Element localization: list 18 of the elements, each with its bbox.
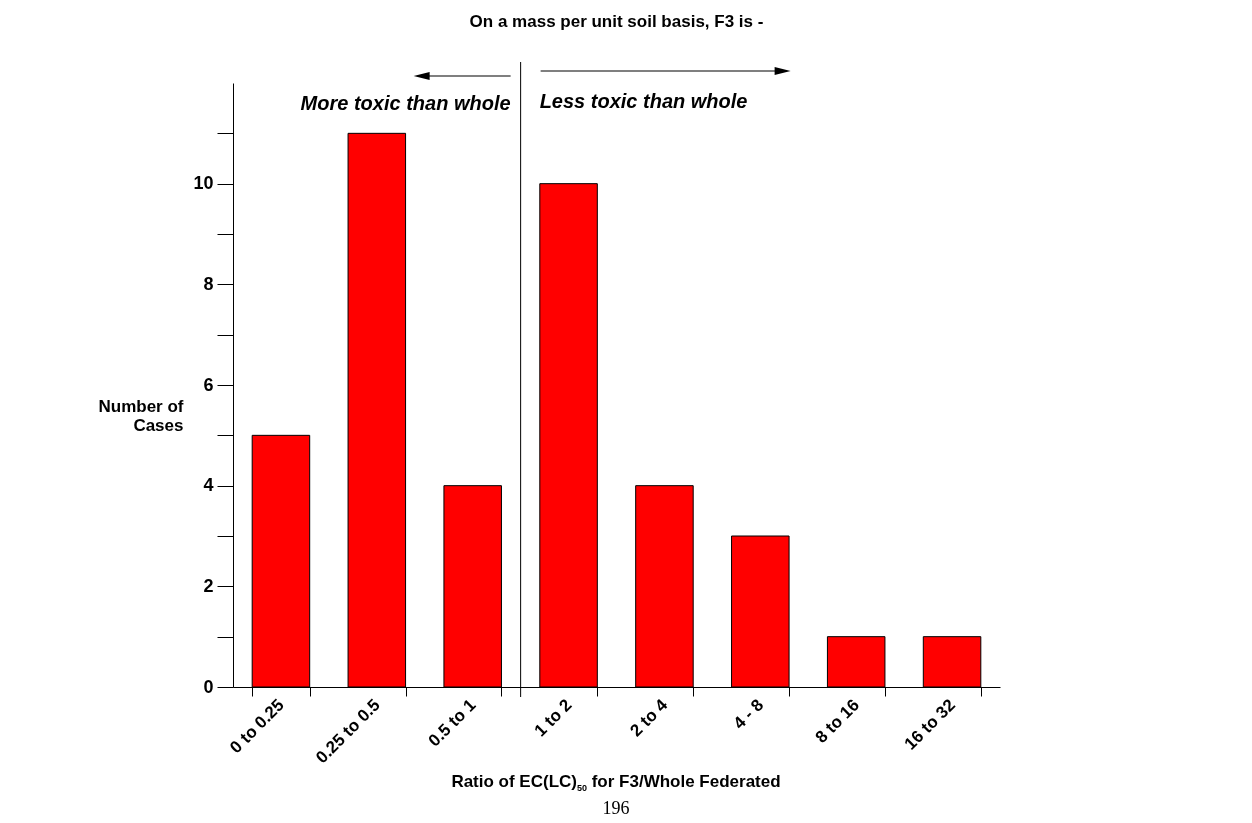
y-tick-label: 0 <box>203 676 214 697</box>
y-tick-label: 6 <box>203 374 214 395</box>
x-axis-title: Ratio of EC(LC)$_{50}$ for F3/Whole Federated <box>450 772 782 794</box>
y-tick-label: 2 <box>203 575 214 596</box>
x-tick-label: 0.5 to 1 <box>424 695 480 751</box>
y-tick-label: 8 <box>203 273 214 294</box>
chart-title: On a mass per unit soil basis, F3 is - <box>469 12 764 31</box>
x-tick-label: 4 - 8 <box>729 695 768 733</box>
x-tick-label: 1 to 2 <box>530 695 576 741</box>
x-tick-label: 2 to 4 <box>626 695 672 741</box>
y-tick-label: 4 <box>203 475 214 496</box>
annotation: More toxic than whole <box>300 92 511 115</box>
annotation: Less toxic than whole <box>539 90 748 113</box>
x-tick-label: 8 to 16 <box>811 695 864 747</box>
y-axis-title: Number of Cases <box>98 396 184 435</box>
y-tick-label: 10 <box>193 173 214 194</box>
text: 196 <box>601 798 631 819</box>
x-tick-label: 16 to 32 <box>900 695 959 754</box>
